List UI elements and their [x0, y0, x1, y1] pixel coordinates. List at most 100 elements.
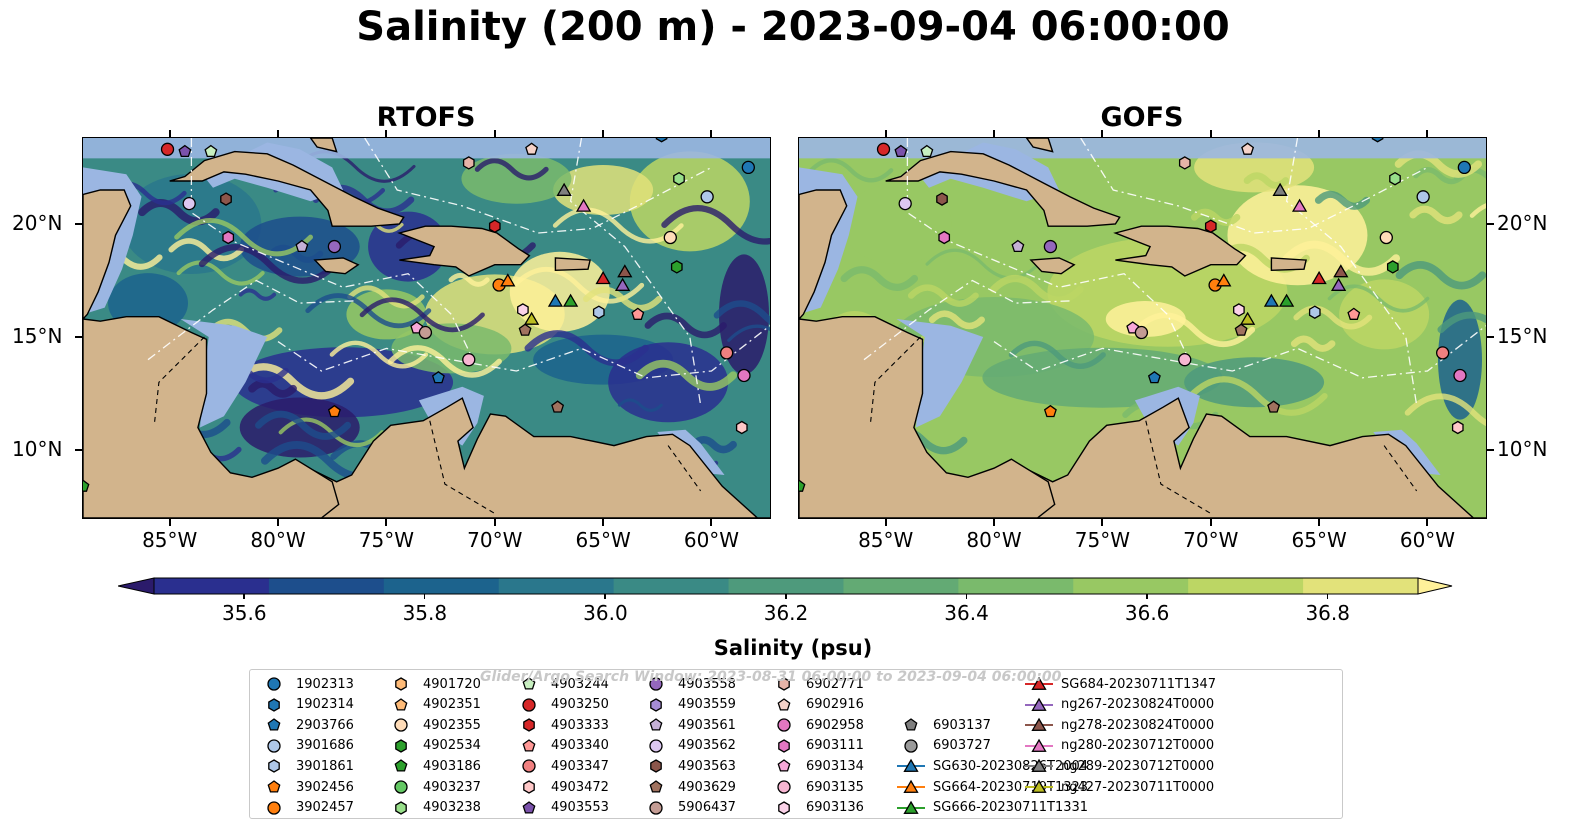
legend-marker [1031, 759, 1047, 773]
marker-4903340 [631, 307, 645, 320]
legend-label: 6903134 [806, 758, 864, 774]
legend-marker [777, 718, 791, 732]
legend-label: 3902457 [296, 800, 354, 816]
land-bahamas [1025, 138, 1054, 153]
legend-marker-icon [522, 738, 536, 752]
marker-4903244 [204, 144, 218, 158]
marker-6903136 [1233, 303, 1245, 317]
country-border [869, 336, 921, 424]
eez-boundary [277, 325, 770, 379]
legend-marker [268, 759, 280, 774]
eez-boundary [863, 279, 1070, 361]
panel-title-rtofs: RTOFS [376, 102, 476, 133]
legend-label: ng280-20230712T0000 [1061, 738, 1215, 754]
salinity-field [808, 142, 1486, 455]
country-border [667, 445, 702, 492]
marker-SG666-20230711T1331 [1278, 293, 1295, 307]
marker-4903563 [220, 192, 232, 206]
y-tick-label-right: 20°N [1497, 210, 1548, 235]
legend-marker-icon [268, 697, 280, 712]
x-tick-mark [1318, 130, 1321, 137]
legend-marker-icon [395, 800, 407, 815]
legend-label: 4903629 [678, 779, 736, 795]
marker-6903135 [462, 353, 476, 367]
x-tick-mark [1101, 130, 1104, 137]
land-bahamas [309, 138, 338, 153]
marker-4903553 [894, 144, 908, 158]
x-tick-mark [493, 519, 496, 526]
eez-boundary [364, 138, 712, 234]
legend-marker [778, 800, 790, 815]
legend-item: ng427-20230711T0000 [1025, 777, 1214, 797]
x-tick-label: 85°W [858, 528, 914, 552]
land-jamaica [313, 257, 360, 275]
land-jamaica [1029, 257, 1076, 275]
colorbar-tick-label: 36.4 [944, 601, 989, 625]
land-centralAmerica [83, 315, 340, 518]
marker-6903111 [222, 230, 235, 245]
marker-SG666-20230711T1331 [562, 293, 579, 307]
y-tick-label-left: 10°N [12, 437, 63, 462]
legend-label: 2903766 [296, 717, 354, 733]
y-tick-label-right: 15°N [1497, 324, 1548, 349]
marker-4903250 [160, 142, 175, 156]
eez-boundary [1080, 138, 1428, 234]
legend-item: 4903250 [515, 695, 609, 715]
salinity-field [83, 150, 770, 481]
legend-item: 6903727 [897, 736, 991, 756]
legend-marker [522, 800, 536, 814]
legend-label: SG684-20230711T1347 [1061, 676, 1217, 692]
x-tick-label: 60°W [1399, 528, 1456, 552]
eez-boundary [147, 279, 354, 361]
legend-item: 4903562 [642, 736, 736, 756]
legend-item: 4903561 [642, 715, 736, 735]
y-tick-label-left: 15°N [12, 324, 63, 349]
land-yucatan [799, 189, 848, 321]
colorbar-segment [383, 578, 500, 594]
marker-4903629 [1267, 400, 1281, 413]
marker-4903629 [518, 323, 532, 336]
x-tick-mark [385, 130, 388, 137]
legend-item: 4903629 [642, 777, 736, 797]
legend-label: SG666-20230711T1331 [933, 800, 1089, 816]
map-panel-gofs[interactable] [798, 137, 1487, 519]
legend-item: 4902355 [387, 715, 481, 735]
legend-marker-icon [649, 800, 663, 815]
legend-item: 4903472 [515, 777, 609, 797]
country-border [429, 420, 496, 514]
marker-4903562 [898, 196, 912, 211]
land-hispaniola [1113, 225, 1247, 277]
marker-4903333 [1204, 219, 1217, 233]
marker-4903340 [1347, 307, 1361, 320]
figure-title: Salinity (200 m) - 2023-09-04 06:00:00 [356, 4, 1230, 50]
legend-marker-icon [777, 697, 791, 711]
marker-4903244 [920, 144, 934, 158]
legend-watermark: Glider/Argo Search Window: 2023-08-31 06… [480, 669, 1062, 685]
legend-marker [778, 739, 790, 753]
colorbar-tick-label: 36.8 [1305, 601, 1350, 625]
legend-item: 4903237 [387, 777, 481, 797]
legend-marker [903, 779, 919, 793]
legend-marker [395, 739, 407, 753]
map-panel-rtofs[interactable] [82, 137, 771, 519]
legend-marker [904, 718, 918, 731]
legend-item: 6902958 [770, 715, 864, 735]
legend-label: ng278-20230824T0000 [1061, 717, 1215, 733]
x-tick-label: 80°W [966, 528, 1022, 552]
marker-1902313 [1457, 160, 1471, 175]
land-cuba [169, 150, 405, 227]
legend-marker-icon [394, 718, 408, 732]
marker-1902313 [741, 160, 755, 175]
marker-6902916 [1241, 142, 1255, 155]
colorbar-tick-label: 35.6 [222, 601, 267, 625]
marker-6902771 [462, 156, 475, 170]
legend-item: 4903340 [515, 736, 609, 756]
legend-label: 1902313 [296, 676, 354, 692]
x-tick-mark [993, 130, 996, 137]
legend-label: 4903553 [551, 800, 609, 816]
legend-marker [394, 780, 408, 794]
marker-3902456 [1043, 404, 1057, 418]
legend-marker-icon [897, 800, 925, 814]
legend-marker-icon [1025, 676, 1053, 690]
legend: 1902313 1902314 2903766 3901686 3901861 39024… [249, 669, 1343, 819]
